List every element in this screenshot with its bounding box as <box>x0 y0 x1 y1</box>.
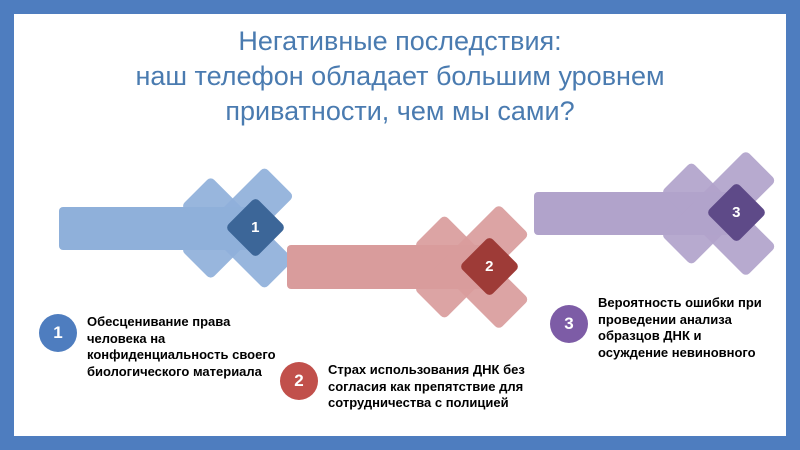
arrow-graphic-1: 1 <box>59 165 295 305</box>
slide-frame-bottom <box>0 436 800 450</box>
arrow-graphic-3: 3 <box>534 150 777 290</box>
caption-item-3: 3 Вероятность ошибки при проведении анал… <box>550 295 780 361</box>
caption-item-2: 2 Страх использования ДНК без согласия к… <box>280 362 580 412</box>
arrow-badge-label-1: 1 <box>251 219 260 236</box>
slide-title: Негативные последствия: наш телефон обла… <box>135 26 665 126</box>
arrow-graphic-2: 2 <box>287 203 530 343</box>
caption-item-1: 1 Обесценивание права человека на конфид… <box>39 314 289 380</box>
caption-number-circle-3: 3 <box>550 305 588 343</box>
caption-text-2: Страх использования ДНК без согласия как… <box>328 362 525 410</box>
caption-number-circle-2: 2 <box>280 362 318 400</box>
caption-text-3: Вероятность ошибки при проведении анализ… <box>598 295 762 360</box>
slide-frame-right <box>786 0 800 450</box>
arrow-badge-label-3: 3 <box>732 204 741 221</box>
slide-frame-top <box>0 0 800 14</box>
caption-number-label-1: 1 <box>53 323 63 342</box>
caption-number-label-3: 3 <box>564 314 574 333</box>
slide-frame-left <box>0 0 14 450</box>
caption-number-circle-1: 1 <box>39 314 77 352</box>
arrow-badge-label-2: 2 <box>485 258 494 275</box>
caption-text-1: Обесценивание права человека на конфиден… <box>87 314 276 379</box>
caption-number-label-2: 2 <box>294 371 304 390</box>
